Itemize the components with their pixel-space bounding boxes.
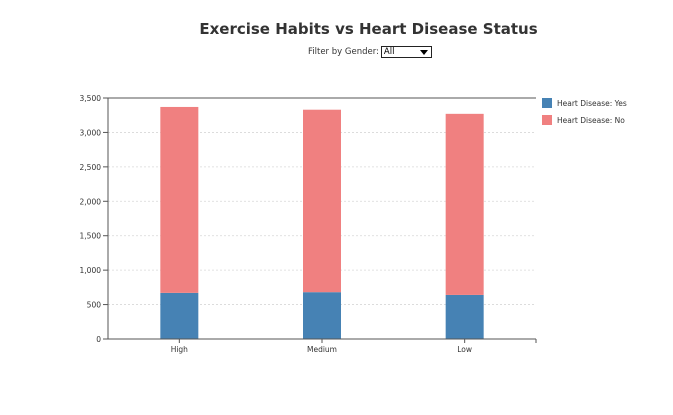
gender-filter-label: Filter by Gender: [308,47,379,57]
y-tick-label: 1,000 [80,266,102,275]
y-tick-label: 2,500 [80,163,102,172]
bar-medium-heart-disease-no [303,109,341,293]
x-axis: High Medium Low [108,338,537,354]
y-tick-label: 3,000 [80,128,102,137]
chevron-down-icon [419,49,428,55]
y-axis: 0 500 1,000 1,500 2,000 2,500 3,000 3,500 [80,94,109,344]
legend: Heart Disease: Yes Heart Disease: No [542,98,627,125]
gender-filter: Filter by Gender: All [308,46,432,58]
y-tick-label: 1,500 [80,232,102,241]
x-tick-label: High [171,345,188,354]
x-tick-label: Low [457,345,472,354]
gender-select-value: All [383,47,395,57]
y-tick-label: 2,000 [80,197,102,206]
legend-label: Heart Disease: Yes [557,99,627,108]
legend-swatch [542,115,552,125]
y-tick-label: 0 [96,335,101,344]
bars [160,106,484,339]
y-tick-label: 3,500 [80,94,102,103]
legend-label: Heart Disease: No [557,116,625,125]
bar-high-heart-disease-yes [160,292,199,339]
bar-high-heart-disease-no [160,106,199,293]
bar-low-heart-disease-no [445,113,484,295]
x-tick-label: Medium [307,345,337,354]
gender-select[interactable]: All [380,46,432,58]
y-tick-label: 500 [87,301,102,310]
bar-low-heart-disease-yes [445,294,484,339]
legend-swatch [542,98,552,108]
chart-title: Exercise Habits vs Heart Disease Status [199,20,538,38]
bar-medium-heart-disease-yes [303,292,341,339]
